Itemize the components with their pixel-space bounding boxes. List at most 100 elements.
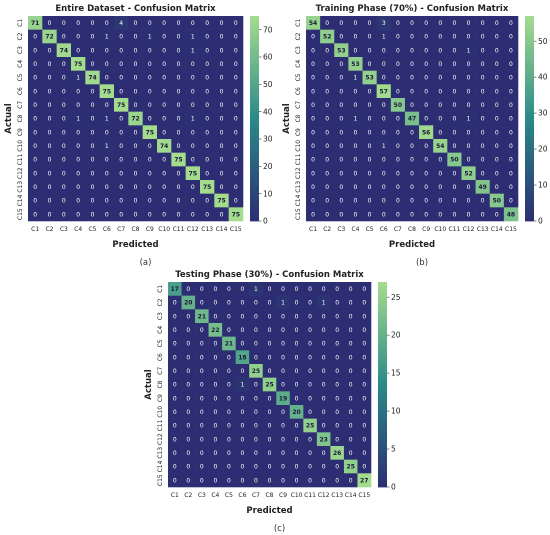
- colorbar-segment: [250, 125, 259, 130]
- matrix-cell: [404, 166, 420, 181]
- matrix-cell: [208, 459, 223, 474]
- matrix-cell: [222, 418, 236, 433]
- matrix-cell: [404, 16, 420, 30]
- cell-value-label: 0: [424, 88, 428, 95]
- cell-value-label: 0: [33, 47, 37, 54]
- colorbar-segment: [378, 466, 387, 471]
- matrix-cell: [214, 139, 229, 153]
- matrix-cell: [334, 84, 349, 99]
- cell-value-label: 0: [495, 88, 499, 95]
- cell-value-label: 0: [509, 47, 513, 54]
- matrix-cell: [475, 43, 491, 58]
- cell-value-label: 0: [339, 75, 343, 82]
- cell-value-label: 0: [105, 129, 109, 136]
- matrix-cell: [28, 43, 43, 58]
- colorbar-segment: [250, 115, 259, 119]
- cell-value-label: 0: [62, 88, 66, 95]
- cell-value-label: 0: [438, 211, 442, 218]
- cell-value-label: 0: [200, 395, 204, 402]
- cell-value-label: 0: [481, 34, 485, 41]
- matrix-cell: [168, 364, 182, 378]
- cell-value-label: 0: [62, 157, 66, 164]
- cell-value-label: 0: [62, 75, 66, 82]
- matrix-cell: [330, 418, 345, 433]
- cell-value-label: 0: [368, 198, 372, 205]
- cell-value-label: 0: [186, 464, 190, 471]
- cell-value-label: 0: [234, 184, 238, 191]
- colorbar-tick-label: 0: [391, 483, 396, 492]
- cell-value-label: 0: [295, 464, 299, 471]
- cell-value-label: 75: [203, 184, 211, 191]
- colorbar-segment: [525, 142, 534, 147]
- x-tick-label: C15: [505, 226, 517, 233]
- cell-value-label: 0: [452, 47, 456, 54]
- matrix-cell: [222, 473, 236, 488]
- cell-value-label: 0: [227, 354, 231, 361]
- cell-value-label: 0: [368, 184, 372, 191]
- cell-value-label: 52: [323, 34, 331, 41]
- matrix-cell: [171, 98, 186, 112]
- matrix-cell: [475, 111, 491, 126]
- cell-value-label: 0: [354, 184, 358, 191]
- matrix-cell: [447, 180, 462, 194]
- x-tick-label: C8: [408, 226, 416, 233]
- x-tick-label: C9: [422, 226, 430, 233]
- matrix-cell: [142, 193, 158, 208]
- matrix-cell: [42, 57, 57, 71]
- matrix-cell: [489, 84, 505, 99]
- x-tick-label: C12: [318, 492, 330, 499]
- matrix-cell: [334, 139, 349, 153]
- colorbar-segment: [250, 135, 259, 140]
- matrix-cell: [168, 418, 182, 433]
- colorbar-segment: [525, 166, 534, 171]
- matrix-cell: [334, 43, 349, 58]
- matrix-cell: [330, 391, 345, 406]
- cell-value-label: 0: [227, 464, 231, 471]
- matrix-cell: [362, 16, 377, 30]
- matrix-cell: [181, 295, 196, 310]
- cell-value-label: 0: [410, 129, 414, 136]
- colorbar-segment: [378, 288, 387, 293]
- matrix-cell: [200, 43, 215, 58]
- matrix-cell: [157, 70, 172, 85]
- cell-value-label: 0: [382, 47, 386, 54]
- colorbar-tick-label: 5: [391, 445, 396, 454]
- x-tick-label: C14: [491, 226, 503, 233]
- matrix-cell: [114, 125, 129, 140]
- matrix-cell: [316, 282, 331, 296]
- cell-value-label: 0: [349, 450, 353, 457]
- matrix-cell: [276, 391, 291, 406]
- matrix-cell: [171, 84, 186, 99]
- matrix-cell: [42, 111, 57, 126]
- matrix-cell: [276, 377, 291, 392]
- cell-value-label: 0: [311, 75, 315, 82]
- cell-value-label: 0: [186, 423, 190, 430]
- matrix-cell: [316, 432, 331, 447]
- matrix-cell: [489, 166, 505, 181]
- cell-value-label: 0: [311, 116, 315, 123]
- cell-value-label: 1: [191, 34, 195, 41]
- cell-value-label: 0: [33, 75, 37, 82]
- cell-value-label: 0: [339, 170, 343, 177]
- matrix-cell: [249, 336, 264, 351]
- colorbar-segment: [378, 394, 387, 399]
- cell-value-label: 0: [177, 20, 181, 27]
- matrix-cell: [362, 43, 377, 58]
- colorbar-segment: [525, 104, 534, 109]
- matrix-cell: [320, 139, 335, 153]
- cell-value-label: 0: [281, 409, 285, 416]
- y-tick-label: C2: [17, 32, 24, 40]
- cell-value-label: 0: [396, 47, 400, 54]
- y-tick-label: C11: [157, 419, 164, 431]
- colorbar-segment: [250, 101, 259, 106]
- matrix-cell: [433, 166, 448, 181]
- matrix-cell: [128, 193, 143, 208]
- cell-value-label: 0: [311, 61, 315, 68]
- cell-value-label: 0: [349, 354, 353, 361]
- matrix-cell: [503, 57, 519, 71]
- panel-caption: (c): [274, 524, 285, 534]
- matrix-cell: [343, 350, 358, 365]
- cell-value-label: 0: [349, 436, 353, 443]
- colorbar-segment: [378, 299, 387, 303]
- matrix-cell: [168, 405, 182, 419]
